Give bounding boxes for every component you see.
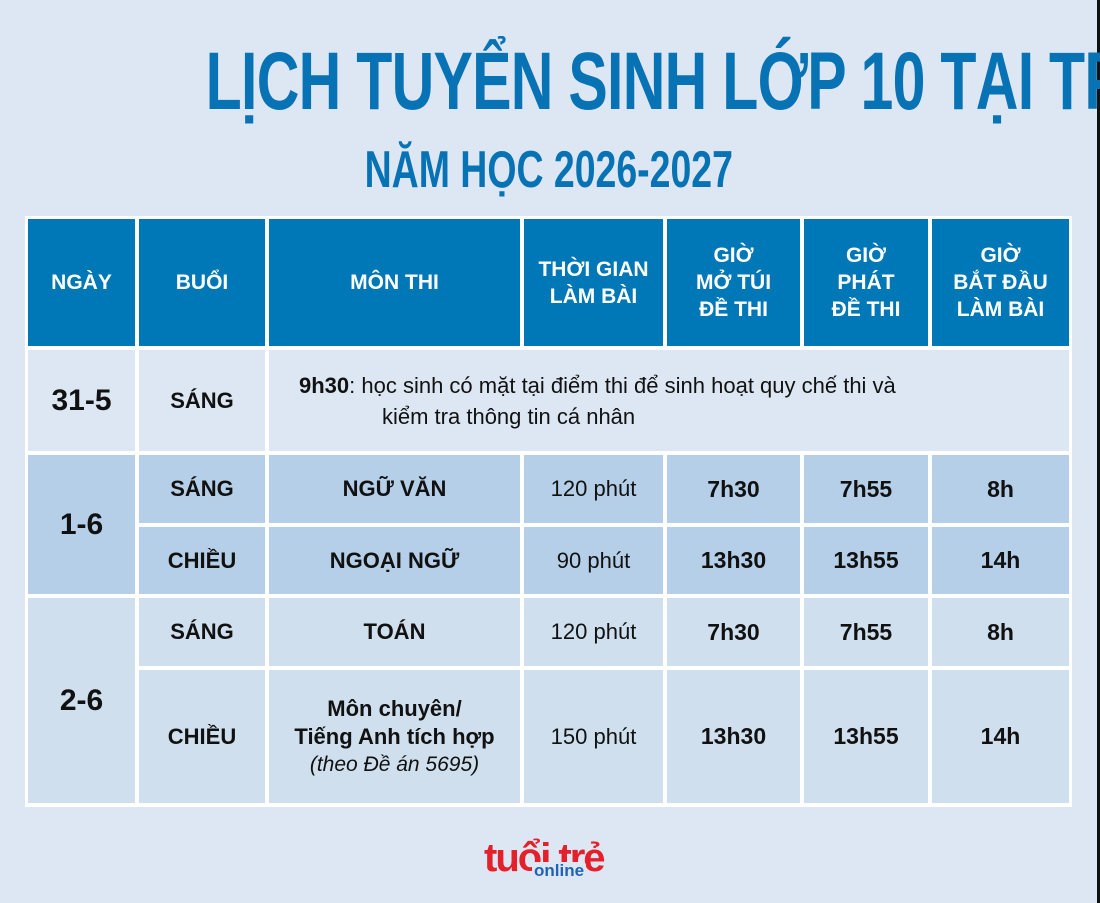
open-envelope-time-cell: 7h30 (667, 598, 800, 666)
logo-sub: online (532, 861, 587, 880)
session-cell: CHIỀU (139, 527, 265, 594)
subject-cell: NGOẠI NGỮ (269, 527, 520, 594)
distribute-time-cell: 13h55 (804, 670, 928, 803)
tuoi-tre-online-logo: tuổi trẻ online (484, 836, 624, 886)
right-edge-strip (1097, 0, 1100, 903)
distribute-time-cell: 13h55 (804, 527, 928, 594)
distribute-time-cell: 7h55 (804, 598, 928, 666)
open-envelope-time-cell: 7h30 (667, 455, 800, 523)
duration-cell: 120 phút (524, 455, 663, 523)
header-distribute: GIỜ PHÁT ĐỀ THI (804, 219, 928, 346)
start-time-cell: 8h (932, 455, 1069, 523)
subject-cell: NGỮ VĂN (269, 455, 520, 523)
schedule-table: NGÀY BUỔI MÔN THI THỜI GIAN LÀM BÀI GIỜ … (25, 216, 1072, 807)
notice-cell: 9h30: học sinh có mặt tại điểm thi để si… (269, 350, 1069, 451)
header-subject: MÔN THI (269, 219, 520, 346)
duration-cell: 120 phút (524, 598, 663, 666)
day-cell: 31-5 (28, 350, 135, 451)
open-envelope-time-cell: 13h30 (667, 527, 800, 594)
session-cell: SÁNG (139, 455, 265, 523)
subject-note: (theo Đề án 5695) (309, 752, 480, 776)
header-duration: THỜI GIAN LÀM BÀI (524, 219, 663, 346)
header-session: BUỔI (139, 219, 265, 346)
open-envelope-time-cell: 13h30 (667, 670, 800, 803)
page-title: LỊCH TUYỂN SINH LỚP 10 TẠI TP.HCM (205, 36, 1100, 127)
subject-cell: Môn chuyên/ Tiếng Anh tích hợp (theo Đề … (269, 670, 520, 803)
header-open-envelope: GIỜ MỞ TÚI ĐỀ THI (667, 219, 800, 346)
start-time-cell: 8h (932, 598, 1069, 666)
session-cell: SÁNG (139, 350, 265, 451)
start-time-cell: 14h (932, 670, 1069, 803)
notice-text: 9h30: học sinh có mặt tại điểm thi để si… (299, 372, 896, 429)
duration-cell: 150 phút (524, 670, 663, 803)
duration-cell: 90 phút (524, 527, 663, 594)
header-start: GIỜ BẮT ĐẦU LÀM BÀI (932, 219, 1069, 346)
subject-cell: TOÁN (269, 598, 520, 666)
day-cell: 1-6 (28, 455, 135, 594)
header-day: NGÀY (28, 219, 135, 346)
page-subtitle: NĂM HỌC 2026-2027 (364, 141, 733, 199)
session-cell: CHIỀU (139, 670, 265, 803)
day-cell: 2-6 (28, 598, 135, 803)
distribute-time-cell: 7h55 (804, 455, 928, 523)
session-cell: SÁNG (139, 598, 265, 666)
start-time-cell: 14h (932, 527, 1069, 594)
